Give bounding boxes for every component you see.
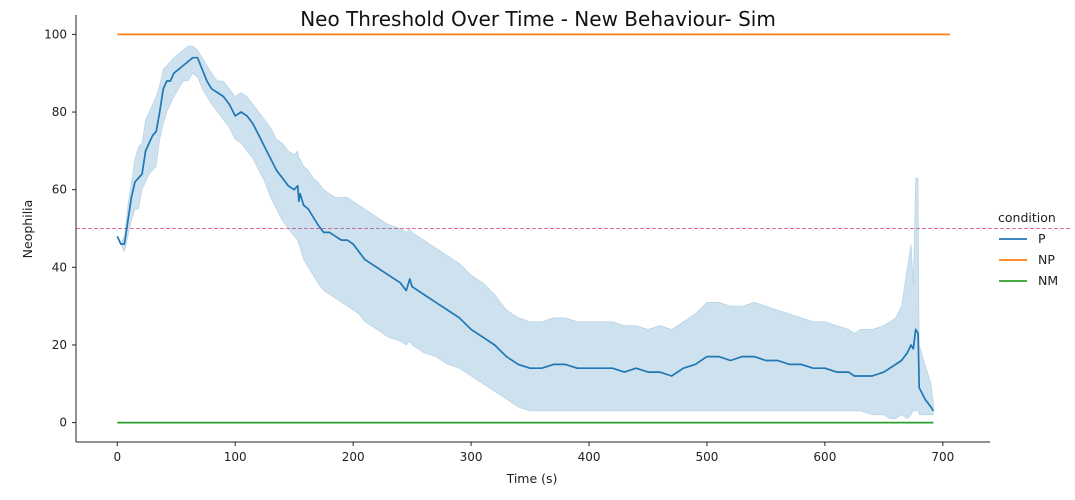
x-tick-label-400: 400 [578, 450, 601, 464]
y-axis-label: Neophilia [20, 200, 35, 259]
legend: condition P NP NM [998, 210, 1058, 288]
legend-label-nm: NM [1038, 273, 1058, 288]
x-tick-label-600: 600 [813, 450, 836, 464]
x-tick-label-500: 500 [696, 450, 719, 464]
x-tick-label-0: 0 [113, 450, 121, 464]
y-tick-label-60: 60 [52, 183, 67, 197]
legend-title: condition [998, 210, 1056, 225]
plot-area [76, 33, 1070, 424]
series-p-line [116, 56, 935, 412]
y-ticks: 0 20 40 60 80 100 [44, 27, 76, 430]
x-ticks: 0 100 200 300 400 500 600 700 [113, 442, 954, 464]
y-tick-label-100: 100 [44, 27, 67, 41]
y-tick-label-40: 40 [52, 260, 67, 274]
legend-label-p: P [1038, 231, 1046, 246]
axes [75, 15, 990, 443]
x-axis-label: Time (s) [506, 471, 558, 486]
y-tick-label-20: 20 [52, 338, 67, 352]
y-tick-label-80: 80 [52, 105, 67, 119]
chart-title: Neo Threshold Over Time - New Behaviour-… [300, 7, 776, 31]
x-tick-label-700: 700 [931, 450, 954, 464]
y-tick-label-0: 0 [59, 416, 67, 430]
series-p-band [117, 45, 934, 420]
x-tick-label-100: 100 [224, 450, 247, 464]
x-tick-label-200: 200 [342, 450, 365, 464]
legend-items: P NP NM [999, 231, 1058, 288]
x-tick-label-300: 300 [460, 450, 483, 464]
legend-label-np: NP [1038, 252, 1055, 267]
